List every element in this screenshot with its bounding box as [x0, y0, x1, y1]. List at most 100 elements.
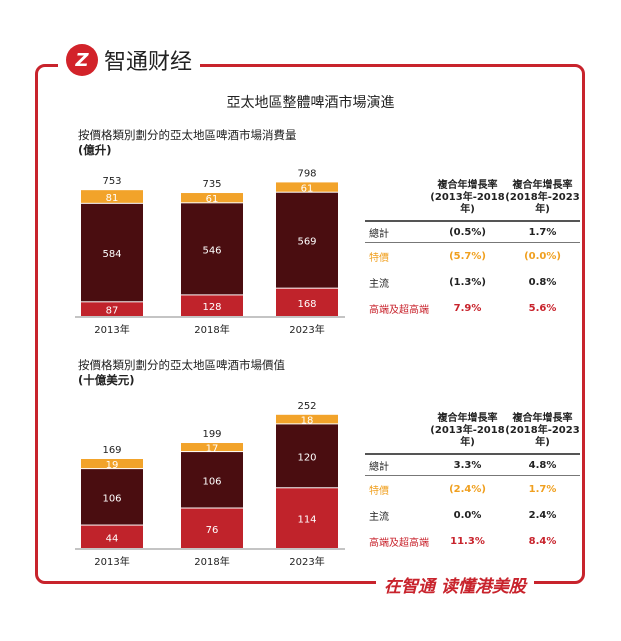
row-label: 主流 — [369, 511, 389, 523]
bar-special — [181, 193, 243, 203]
bar-premium — [181, 508, 243, 548]
bar-mainstream — [81, 469, 143, 525]
bar-premium — [81, 525, 143, 548]
cagr-2018-2023: (0.0%) — [524, 250, 561, 262]
data-label: 114 — [297, 515, 316, 526]
cagr-2013-2018: 7.9% — [453, 302, 482, 314]
bar-mainstream — [276, 192, 338, 288]
chart2-title: 按價格類別劃分的亞太地區啤酒市場價值 — [78, 358, 285, 372]
cagr-2013-2018: (0.5%) — [449, 226, 486, 238]
column-header: 複合年增長率 (2013年-2018年) — [430, 413, 505, 448]
cagr-2018-2023: 1.7% — [528, 226, 557, 238]
cagr-2018-2023: 1.7% — [528, 483, 557, 495]
cagr-2013-2018: 3.3% — [453, 459, 482, 471]
table-row: 特價 (2.4%) 1.7% — [365, 476, 580, 502]
column-header: 複合年增長率 (2018年-2023年) — [505, 413, 580, 448]
bar-special — [276, 182, 338, 192]
cagr-2013-2018: 11.3% — [450, 535, 485, 547]
bar-mainstream — [81, 203, 143, 302]
chart1-unit: (億升) — [78, 143, 112, 157]
data-label: 76 — [206, 525, 219, 536]
data-label: 61 — [206, 194, 219, 205]
frame-border — [35, 64, 585, 584]
x-tick-label: 2013年 — [94, 555, 129, 568]
table-header: 複合年增長率 (2013年-2018年) 複合年增長率 (2018年-2023年) — [365, 180, 580, 222]
data-label: 106 — [202, 476, 221, 487]
table-row: 主流 (1.3%) 0.8% — [365, 269, 580, 295]
data-label: 569 — [297, 237, 316, 248]
cagr-2013-2018: (2.4%) — [449, 483, 486, 495]
bar-special — [81, 459, 143, 469]
chart1-title: 按價格類別劃分的亞太地區啤酒市場消費量 — [78, 128, 297, 142]
logo-icon: Z — [66, 44, 98, 76]
total-label: 169 — [102, 445, 121, 456]
cagr-2018-2023: 2.4% — [528, 509, 557, 521]
cagr-2018-2023: 0.8% — [528, 276, 557, 288]
data-label: 120 — [297, 452, 316, 463]
total-label: 199 — [202, 429, 221, 440]
bar-mainstream — [181, 452, 243, 508]
table-row: 高端及超高端 7.9% 5.6% — [365, 295, 580, 321]
bar-premium — [181, 295, 243, 316]
bar-mainstream — [181, 203, 243, 295]
table-row: 總計 (0.5%) 1.7% — [365, 222, 580, 243]
total-label: 753 — [102, 176, 121, 187]
cagr-2013-2018: 0.0% — [453, 509, 482, 521]
row-label: 高端及超高端 — [369, 537, 429, 549]
total-label: 252 — [297, 401, 316, 412]
cagr-table-value: 複合年增長率 (2013年-2018年) 複合年增長率 (2018年-2023年) 總計… — [365, 413, 580, 554]
column-header: 複合年增長率 (2018年-2023年) — [505, 180, 580, 215]
data-label: 546 — [202, 245, 221, 256]
data-label: 17 — [206, 444, 219, 455]
row-label: 總計 — [369, 228, 389, 240]
data-label: 87 — [106, 306, 119, 317]
row-label: 高端及超高端 — [369, 304, 429, 316]
cagr-2018-2023: 5.6% — [528, 302, 557, 314]
x-tick-label: 2018年 — [194, 555, 229, 568]
cagr-table-volume: 複合年增長率 (2013年-2018年) 複合年增長率 (2018年-2023年) 總計… — [365, 180, 580, 321]
row-label: 特價 — [369, 252, 389, 264]
x-tick-label: 2013年 — [94, 323, 129, 336]
data-label: 61 — [301, 184, 314, 195]
data-label: 18 — [301, 416, 314, 427]
data-label: 19 — [106, 460, 119, 471]
table-row: 高端及超高端 11.3% 8.4% — [365, 528, 580, 554]
cagr-2013-2018: (5.7%) — [449, 250, 486, 262]
total-label: 735 — [202, 179, 221, 190]
cagr-2018-2023: 8.4% — [528, 535, 557, 547]
bar-premium — [276, 488, 338, 548]
page-title: 亞太地區整體啤酒市場演進 — [226, 95, 395, 111]
row-label: 主流 — [369, 278, 389, 290]
table-header: 複合年增長率 (2013年-2018年) 複合年增長率 (2018年-2023年) — [365, 413, 580, 455]
data-label: 44 — [106, 533, 119, 544]
x-tick-label: 2023年 — [289, 323, 324, 336]
bar-special — [276, 414, 338, 424]
bar-premium — [276, 288, 338, 316]
data-label: 128 — [202, 302, 221, 313]
row-label: 總計 — [369, 461, 389, 473]
chart2-heading: 按價格類別劃分的亞太地區啤酒市場價值 (十億美元) — [78, 358, 285, 388]
table-row: 主流 0.0% 2.4% — [365, 502, 580, 528]
data-label: 168 — [297, 299, 316, 310]
chart2-unit: (十億美元) — [78, 373, 135, 387]
x-tick-label: 2023年 — [289, 555, 324, 568]
data-label: 81 — [106, 193, 119, 204]
data-label: 584 — [102, 249, 121, 260]
column-header: 複合年增長率 (2013年-2018年) — [430, 180, 505, 215]
cagr-2013-2018: (1.3%) — [449, 276, 486, 288]
row-label: 特價 — [369, 485, 389, 497]
bar-mainstream — [276, 424, 338, 488]
table-row: 總計 3.3% 4.8% — [365, 455, 580, 476]
brand-logo: Z 智通财经 — [58, 44, 201, 76]
bar-special — [181, 443, 243, 452]
logo-text: 智通财经 — [104, 50, 193, 75]
cagr-2018-2023: 4.8% — [528, 459, 557, 471]
chart1-heading: 按價格類別劃分的亞太地區啤酒市場消費量 (億升) — [78, 128, 297, 158]
total-label: 798 — [297, 168, 316, 179]
bar-premium — [81, 302, 143, 316]
data-label: 106 — [102, 493, 121, 504]
bar-special — [81, 190, 143, 203]
x-tick-label: 2018年 — [194, 323, 229, 336]
slogan: 在智通 读懂港美股 — [376, 572, 534, 597]
